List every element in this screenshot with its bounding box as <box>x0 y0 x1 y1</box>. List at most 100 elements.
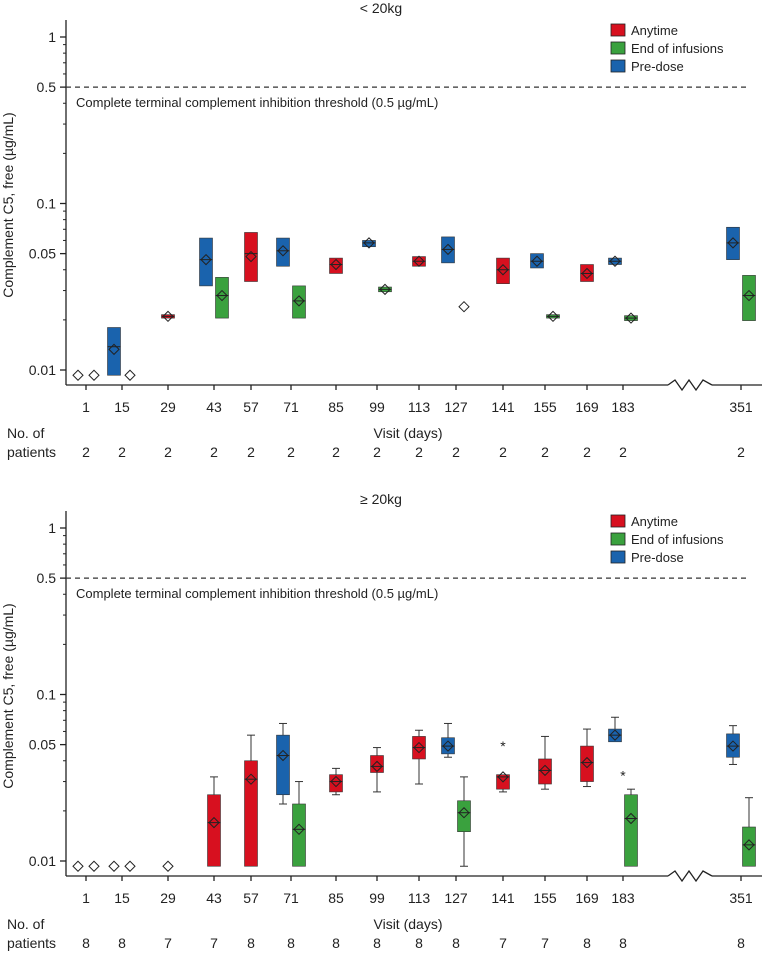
x-tick-label: 113 <box>408 890 431 906</box>
box-pre-day-351 <box>726 725 740 765</box>
x-tick-label: 169 <box>575 399 599 415</box>
box-end-day-127 <box>458 300 470 313</box>
box-body <box>292 285 306 319</box>
x-tick-label: 169 <box>575 890 599 906</box>
box-body <box>244 760 258 867</box>
threshold-label: Complete terminal complement inhibition … <box>76 95 438 110</box>
legend-label-pre: Pre-dose <box>631 59 684 74</box>
box-end-day-183 <box>624 788 638 867</box>
x-tick-label: 43 <box>206 890 222 906</box>
mean-diamond <box>547 310 559 323</box>
box-body <box>329 774 343 793</box>
box-anytime-day-169 <box>580 264 594 282</box>
n-patients-value: 7 <box>210 935 218 951</box>
box-body <box>199 237 213 287</box>
box-pre-day-183 <box>608 716 622 743</box>
x-tick-label: 183 <box>611 399 635 415</box>
panel-title: < 20kg <box>360 0 402 16</box>
legend-swatch-anytime <box>610 514 626 528</box>
box-body <box>496 257 510 284</box>
mean-diamond <box>497 771 509 783</box>
box-body <box>726 733 740 758</box>
legend-swatch-end <box>610 532 626 546</box>
box-anytime-day-29 <box>161 310 175 323</box>
x-tick-label: 29 <box>160 399 176 415</box>
mean-diamond <box>277 245 289 257</box>
x-tick-label: 351 <box>729 890 753 906</box>
box-anytime-day-43 <box>207 776 221 867</box>
n-patients-value: 8 <box>619 935 627 951</box>
box-pre-day-15 <box>107 327 121 376</box>
n-patients-value: 7 <box>541 935 549 951</box>
panel-20kg-and-over: ≥ 20kg 0.01 0.05 0.1 0.5 1 Complement C5, free… <box>0 491 762 951</box>
box-pre-day-71 <box>276 722 290 805</box>
n-patients-value: 2 <box>82 444 90 460</box>
box-pre-day-183 <box>608 255 622 267</box>
legend-label-pre: Pre-dose <box>631 550 684 565</box>
n-patients-value: 2 <box>118 444 126 460</box>
x-tick-label: 85 <box>328 399 344 415</box>
box-body <box>244 232 258 282</box>
y-axis-label: Complement C5, free (µg/mL) <box>0 112 16 297</box>
box-anytime-day-57 <box>244 232 258 282</box>
threshold-label: Complete terminal complement inhibition … <box>76 586 438 601</box>
y-tick-label: 0.05 <box>29 246 56 262</box>
box-body <box>215 277 229 319</box>
box-anytime-day-57 <box>244 734 258 867</box>
panel-under-20kg: < 20kg 0.01 0.05 0.1 0.5 1 Complement C5, free… <box>0 0 762 460</box>
x-tick-label: 1 <box>82 399 90 415</box>
box-end-day-1 <box>88 860 100 872</box>
box-body <box>538 758 552 785</box>
mean-diamond <box>379 283 391 296</box>
box-end-day-71 <box>292 781 306 867</box>
box-anytime-day-141 <box>496 257 510 284</box>
x-tick-label: 113 <box>408 399 431 415</box>
n-patients-label-line2: patients <box>7 444 56 460</box>
x-tick-label: 85 <box>328 890 344 906</box>
box-end-day-351 <box>742 275 756 321</box>
mean-diamond <box>72 860 84 872</box>
mean-diamond <box>727 740 739 752</box>
box-anytime-day-85 <box>329 767 343 796</box>
legend-label-end: End of infusions <box>631 41 724 56</box>
y-tick-label: 0.1 <box>37 687 57 703</box>
n-patients-value: 2 <box>619 444 627 460</box>
box-anytime-day-113 <box>412 255 426 267</box>
legend-swatch-pre <box>610 59 626 73</box>
box-end-day-99 <box>378 283 392 296</box>
box-pre-day-127 <box>441 236 455 264</box>
x-tick-label: 155 <box>533 890 557 906</box>
n-patients-value: 7 <box>164 935 172 951</box>
mean-diamond <box>200 253 212 266</box>
box-end-day-43 <box>215 277 229 319</box>
n-patients-label-line2: patients <box>7 935 56 951</box>
mean-diamond <box>124 369 136 381</box>
n-patients-value: 8 <box>82 935 90 951</box>
y-tick-label: 1 <box>48 520 56 536</box>
x-tick-label: 141 <box>491 399 515 415</box>
x-tick-label: 57 <box>243 890 259 906</box>
axis-break-icon <box>667 378 713 392</box>
x-tick-label: 127 <box>444 399 468 415</box>
mean-diamond <box>293 295 305 307</box>
box-body <box>370 755 384 773</box>
outlier-marker: * <box>620 768 626 784</box>
box-body <box>329 257 343 274</box>
n-patients-value: 2 <box>415 444 423 460</box>
n-patients-value: 2 <box>499 444 507 460</box>
box-pre-day-15 <box>108 860 120 872</box>
box-anytime-day-155 <box>538 735 552 790</box>
box-end-day-15 <box>124 369 136 381</box>
box-body <box>276 237 290 267</box>
n-patients-value: 2 <box>287 444 295 460</box>
box-pre-day-99 <box>362 237 376 249</box>
mean-diamond <box>108 860 120 872</box>
mean-diamond <box>371 760 383 773</box>
mean-diamond <box>497 264 509 276</box>
box-body <box>207 794 221 867</box>
x-tick-label: 29 <box>160 890 176 906</box>
panel-title: ≥ 20kg <box>360 491 402 507</box>
mean-diamond <box>293 823 305 836</box>
mean-diamond <box>625 312 637 324</box>
